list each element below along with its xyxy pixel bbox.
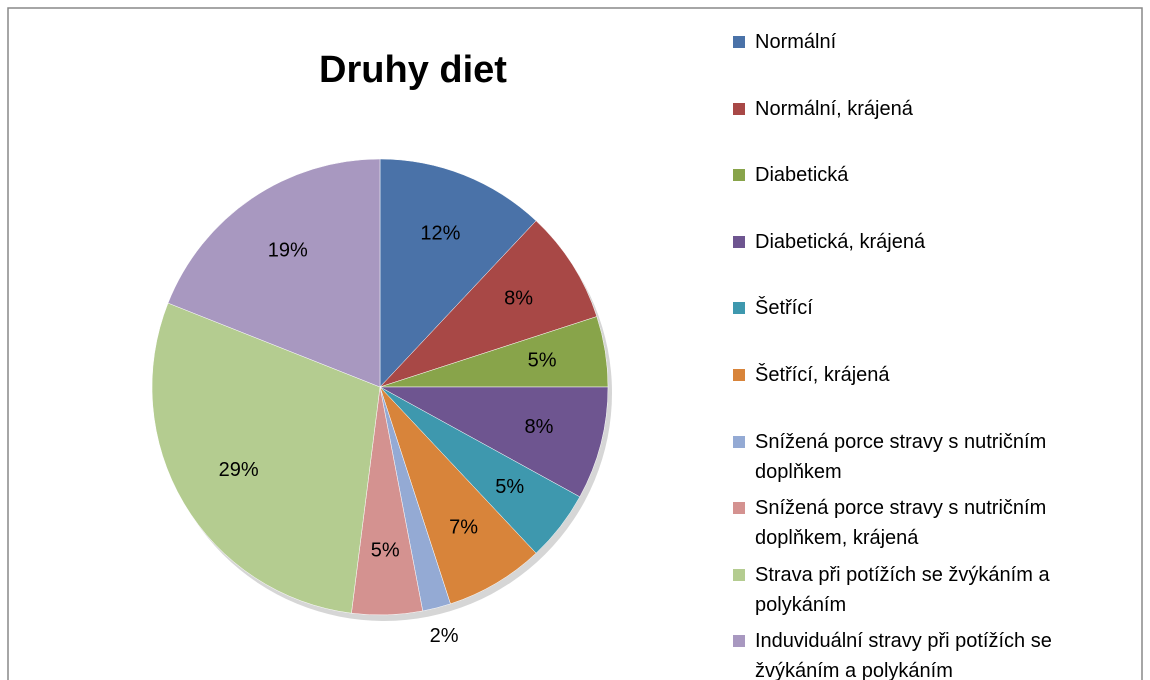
legend-label: Normální: [755, 31, 837, 53]
data-label: 5%: [371, 539, 400, 561]
legend-swatch: [733, 36, 745, 48]
legend-swatch: [733, 102, 745, 115]
legend-label: Snížená porce stravy s nutričním doplňke…: [755, 430, 1047, 483]
legend-item: Šetřící, krájená: [733, 360, 1133, 390]
legend-swatch: [733, 169, 745, 182]
legend-label: Diabetická, krájená: [755, 230, 926, 253]
legend-swatch: [733, 235, 745, 248]
legend-label: Šetřící, krájená: [755, 364, 890, 386]
pie-slice: [151, 302, 381, 614]
data-label: 7%: [449, 517, 478, 539]
data-label: 12%: [420, 223, 460, 245]
legend-swatch: [733, 302, 745, 315]
data-label: 2%: [430, 625, 459, 647]
pie-slice: [379, 158, 537, 388]
legend-label: Strava při potížích se žvýkáním a polyká…: [755, 563, 1050, 616]
pie-slice: [167, 158, 381, 388]
data-label: 19%: [268, 240, 308, 262]
legend-item: Diabetická, krájená: [733, 227, 1133, 257]
legend-item: Strava při potížích se žvýkáním a polyká…: [733, 560, 1133, 620]
pie-slice: [379, 386, 609, 498]
legend-label: Induviduální stravy při potížích se žvýk…: [755, 630, 1052, 680]
legend-item: Diabetická: [733, 160, 1133, 190]
data-label: 5%: [495, 476, 524, 498]
pie-slice: [379, 220, 598, 388]
legend-swatch: [733, 435, 745, 448]
legend-item: Normální: [733, 27, 1133, 57]
legend-label: Snížená porce stravy s nutričním doplňke…: [755, 497, 1047, 550]
frame: [7, 7, 1143, 680]
legend-label: Diabetická: [755, 164, 849, 187]
legend-item: Snížená porce stravy s nutričním doplňke…: [733, 427, 1133, 487]
legend-item: Induviduální stravy při potížích se žvýk…: [733, 626, 1133, 680]
legend-swatch: [733, 502, 745, 515]
chart-title: Druhy diet: [319, 49, 507, 91]
legend-label: Šetřící: [755, 297, 813, 320]
legend-item: Šetřící: [733, 293, 1133, 323]
legend-item: Normální, krájená: [733, 94, 1133, 124]
data-label: 29%: [219, 459, 259, 481]
data-label: 5%: [528, 350, 557, 372]
legend-swatch: [733, 369, 745, 381]
legend-swatch: [733, 568, 745, 581]
data-label: 8%: [504, 287, 533, 309]
data-label: 8%: [525, 416, 554, 438]
legend-item: Snížená porce stravy s nutričním doplňke…: [733, 493, 1133, 553]
legend-label: Normální, krájená: [755, 97, 913, 120]
legend-swatch: [733, 635, 745, 648]
